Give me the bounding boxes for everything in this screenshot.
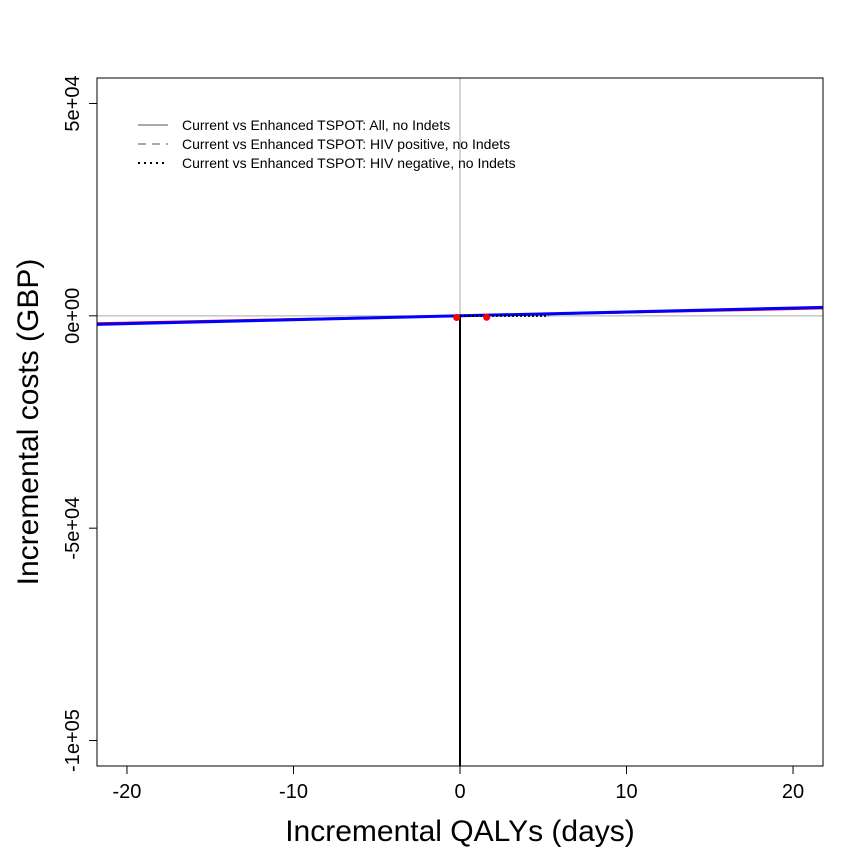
y-tick-label: -1e+05: [62, 709, 84, 772]
data-points: [453, 313, 491, 322]
x-axis: -20 -10 0 10 20: [113, 765, 804, 803]
data-segments: [459, 314, 549, 766]
x-tick-label: 0: [454, 781, 465, 803]
legend-label-1: Current vs Enhanced TSPOT: All, no Indet…: [182, 117, 450, 133]
legend: Current vs Enhanced TSPOT: All, no Indet…: [138, 117, 516, 171]
x-axis-title: Incremental QALYs (days): [285, 815, 635, 848]
x-tick-label: -10: [279, 781, 308, 803]
data-point-1: [453, 314, 461, 322]
y-tick-label: 0e+00: [62, 288, 84, 344]
y-tick-label: 5e+04: [62, 75, 84, 131]
data-point-2: [483, 313, 491, 321]
x-tick-label: 10: [615, 781, 637, 803]
x-tick-label: -20: [113, 781, 142, 803]
legend-label-2: Current vs Enhanced TSPOT: HIV positive,…: [182, 136, 510, 152]
y-axis: 5e+04 0e+00 -5e+04 -1e+05: [62, 75, 98, 772]
y-tick-label: -5e+04: [62, 497, 84, 560]
legend-label-3: Current vs Enhanced TSPOT: HIV negative,…: [182, 155, 516, 171]
x-tick-label: 20: [782, 781, 804, 803]
y-axis-title: Incremental costs (GBP): [12, 259, 45, 586]
